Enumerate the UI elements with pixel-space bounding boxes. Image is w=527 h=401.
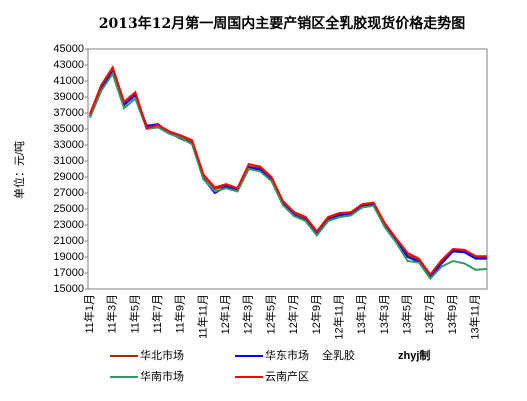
y-tick-label: 33000 [53,139,84,151]
plot-border [87,48,488,290]
y-tick-label: 15000 [53,283,84,295]
x-tick-label: 12年3月 [241,294,255,334]
x-tick-label: 13年11月 [468,294,482,340]
x-tick-label: 12年11月 [331,294,345,340]
legend-label: 华东市场 [265,348,309,362]
y-tick-label: 45000 [53,43,84,55]
series-line [89,71,488,281]
x-tick-label: 11年3月 [105,294,119,334]
x-tick-label: 13年3月 [377,294,391,334]
x-tick-label: 13年9月 [445,294,459,334]
legend-label: 云南产区 [265,369,309,383]
x-tick-label: 12年1月 [218,294,232,334]
chart-title: 2013年12月第一周国内主要产销区全乳胶现货价格走势图 [99,15,465,32]
x-tick-label: 11年11月 [195,294,209,339]
y-tick-label: 25000 [53,203,84,215]
y-tick-label: 43000 [53,59,84,71]
legend-label: 华南市场 [140,369,184,383]
x-tick-label: 12年9月 [309,294,323,334]
y-tick-label: 21000 [53,235,84,247]
y-tick-label: 27000 [53,187,84,199]
y-tick-label: 35000 [53,123,84,135]
x-tick-label: 12年5月 [263,294,277,334]
annotation: 全乳胶 [322,348,355,362]
x-tick-label: 11年1月 [82,294,96,334]
y-tick-label: 29000 [53,171,84,183]
x-tick-label: 12年7月 [286,294,300,334]
y-tick-label: 37000 [53,107,84,119]
x-tick-label: 11年7月 [150,294,164,334]
y-tick-label: 17000 [53,267,84,279]
annotation: zhyj制 [398,348,430,362]
y-tick-label: 41000 [53,75,84,87]
y-tick-label: 31000 [53,155,84,167]
x-tick-label: 11年9月 [173,294,187,334]
x-tick-label: 13年1月 [354,294,368,334]
series-line [89,65,487,277]
x-tick-label: 11年5月 [127,294,141,334]
y-axis-label: 单位：元/吨 [12,141,26,199]
x-tick-label: 13年7月 [422,294,436,334]
y-tick-label: 39000 [53,91,84,103]
legend-label: 华北市场 [140,348,184,362]
y-tick-label: 23000 [53,219,84,231]
y-tick-label: 19000 [53,251,84,263]
x-tick-label: 13年5月 [400,294,414,334]
